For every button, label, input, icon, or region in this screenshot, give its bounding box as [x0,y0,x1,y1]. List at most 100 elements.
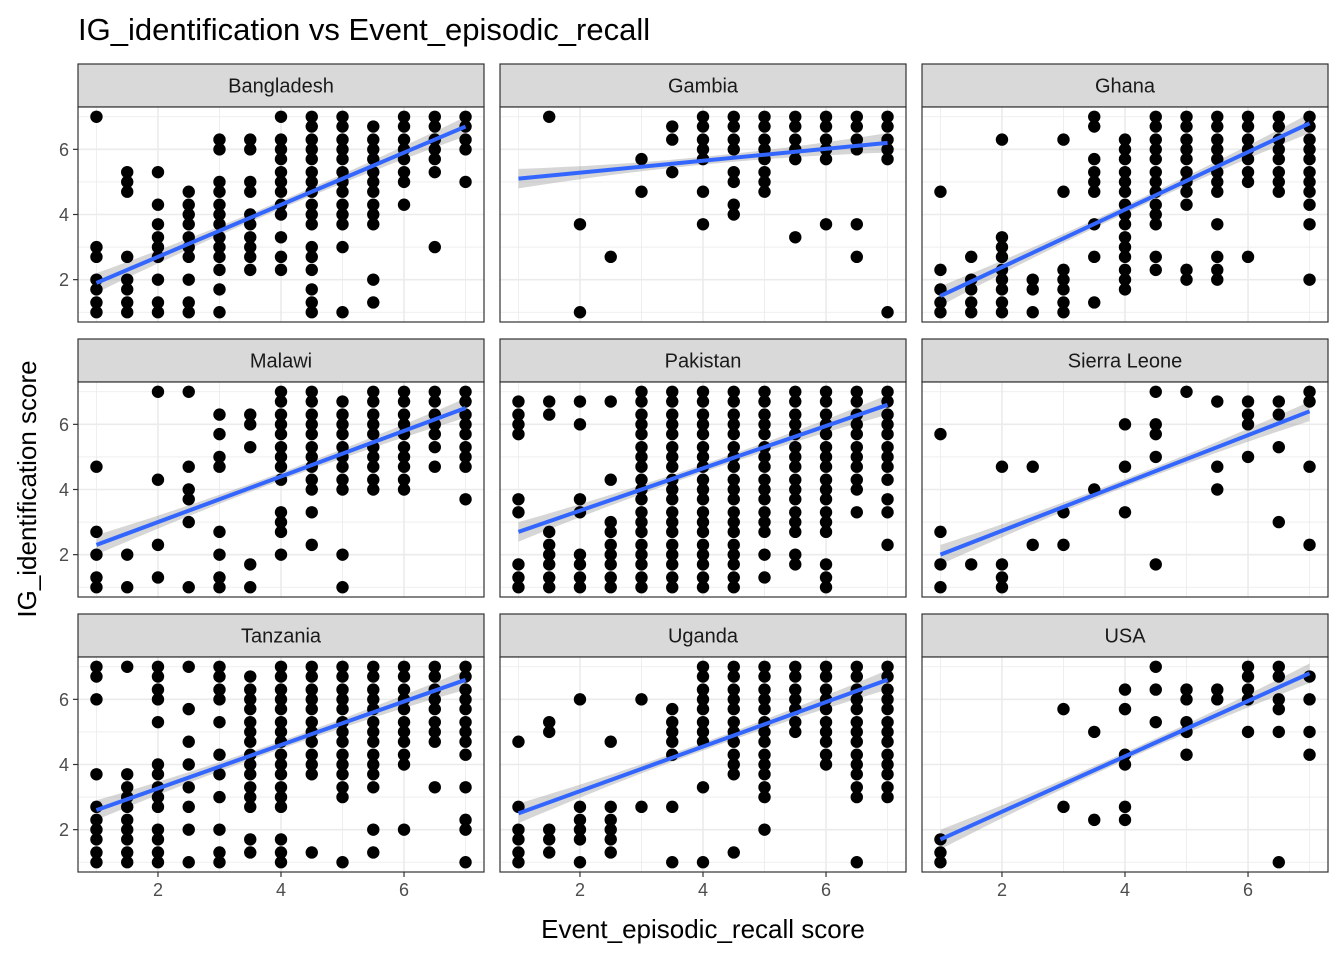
data-point [604,846,617,859]
data-point [1149,152,1162,166]
data-point [459,133,472,146]
data-point [274,250,288,264]
data-point [305,296,318,309]
facet-strip [499,338,907,383]
data-point [727,408,740,421]
data-point [635,385,648,398]
y-tick-label: 4 [59,755,69,775]
data-point [305,110,318,123]
data-point [397,748,411,761]
data-point [305,483,318,496]
data-point [635,548,648,561]
data-point [1088,296,1101,309]
data-point [367,781,380,794]
data-point [758,735,771,748]
data-point [543,548,556,561]
data-point [336,208,349,221]
data-point [819,450,833,464]
data-point [934,296,947,309]
data-point [274,548,288,561]
data-point [274,846,288,859]
data-point [1241,110,1255,123]
data-point [1241,165,1255,179]
data-point [696,558,710,571]
data-point [850,418,863,431]
fit-line [95,406,467,547]
data-point [995,460,1009,473]
data-point [397,120,411,133]
data-point [666,133,679,146]
data-point [543,525,556,539]
data-point [244,781,257,794]
data-point [696,856,710,869]
data-point [1272,395,1285,408]
data-point [1272,185,1285,198]
data-point [819,715,833,729]
data-point [573,581,587,594]
data-point [789,450,802,464]
data-point [305,670,318,683]
data-point [758,748,771,761]
data-point [635,185,648,198]
data-point [459,725,472,739]
data-point [213,846,226,859]
data-point [1149,198,1162,211]
data-point [244,263,257,277]
data-point [850,483,863,496]
data-point [182,483,195,496]
data-point [90,250,103,264]
data-point [819,152,833,166]
data-point [367,133,380,146]
data-point [1241,175,1255,189]
fit-line [95,677,467,812]
data-point [428,702,441,716]
data-point [336,133,349,146]
data-point [758,781,771,794]
data-point [213,748,226,761]
data-point [1272,725,1285,739]
data-point [428,427,441,441]
facet-strip [499,63,907,108]
data-point [881,385,894,398]
data-point [121,768,134,781]
data-point [213,715,226,729]
data-point [1272,165,1285,179]
data-point [573,418,587,431]
data-point [819,758,833,771]
data-point [428,715,441,729]
data-point [305,702,318,716]
data-point [727,110,740,123]
data-point [850,440,863,454]
data-point [881,493,894,506]
data-point [1118,218,1132,231]
data-point [1088,813,1101,827]
facet-label: Uganda [668,626,739,648]
data-point [1180,198,1193,211]
data-point [727,693,740,706]
data-point [666,395,679,408]
data-point [90,856,103,869]
data-point [727,660,740,673]
data-point [244,715,257,729]
data-point [1211,120,1224,133]
data-point [182,800,195,814]
data-point [696,493,710,506]
data-point [182,758,195,771]
data-point [604,250,617,264]
data-point [512,408,525,421]
data-point [635,800,648,814]
data-point [881,781,894,794]
data-point [666,581,679,594]
data-point [1272,856,1285,869]
data-point [850,460,863,473]
data-point [1211,683,1224,696]
data-point [336,427,349,441]
data-point [213,856,226,869]
data-point [1149,143,1162,156]
data-point [336,790,349,804]
data-point [758,768,771,781]
data-point [1118,702,1132,716]
data-point [1241,408,1255,421]
data-point [543,715,556,729]
data-point [244,133,257,146]
